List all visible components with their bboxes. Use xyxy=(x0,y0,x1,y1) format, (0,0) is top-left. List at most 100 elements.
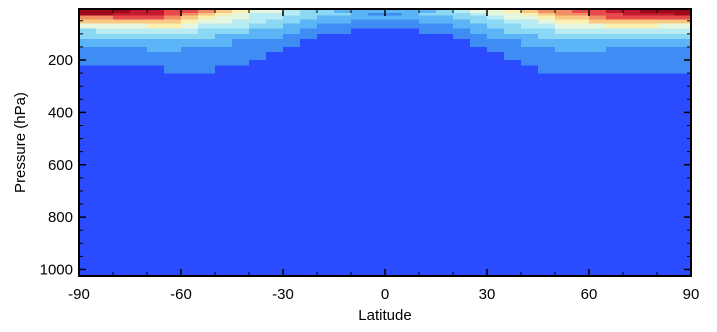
x-tick-label: 60 xyxy=(581,286,598,303)
heatmap-cell xyxy=(504,28,522,35)
heatmap-cell xyxy=(249,23,267,30)
heatmap-cell xyxy=(266,9,284,14)
heatmap-cell xyxy=(555,23,573,30)
heatmap-cell xyxy=(266,12,284,17)
heatmap-cell xyxy=(351,39,369,48)
x-tick-label: -30 xyxy=(272,286,294,303)
heatmap-cell xyxy=(606,39,624,48)
heatmap-cell xyxy=(317,65,335,74)
heatmap-cell xyxy=(572,39,590,48)
heatmap-cell xyxy=(589,15,607,21)
heatmap-cell xyxy=(589,33,607,40)
heatmap-cell xyxy=(300,23,318,30)
heatmap-cell xyxy=(572,19,590,24)
heatmap-cell xyxy=(283,19,301,24)
heatmap-cell xyxy=(572,12,590,17)
heatmap-cell xyxy=(623,9,641,14)
heatmap-cell xyxy=(215,52,233,61)
heatmap-cell xyxy=(351,28,369,35)
heatmap-cell xyxy=(640,12,658,17)
heatmap-cell xyxy=(300,52,318,61)
heatmap-cell xyxy=(657,19,675,24)
heatmap-cell xyxy=(181,12,199,17)
heatmap-cell xyxy=(96,23,114,30)
heatmap-cell xyxy=(538,65,556,74)
heatmap-cell xyxy=(657,46,675,53)
heatmap-cell xyxy=(521,46,539,53)
heatmap-cell xyxy=(521,12,539,17)
heatmap-cell xyxy=(232,15,250,21)
heatmap-cell xyxy=(266,52,284,61)
heatmap-cell xyxy=(198,23,216,30)
heatmap-cell xyxy=(606,19,624,24)
heatmap-cell xyxy=(436,52,454,61)
heatmap-cell xyxy=(181,9,199,14)
heatmap-cell xyxy=(402,23,420,30)
heatmap-cell xyxy=(538,60,556,66)
x-axis-title: Latitude xyxy=(358,307,411,324)
heatmap-cell xyxy=(317,19,335,24)
heatmap-cell xyxy=(436,39,454,48)
heatmap-cell xyxy=(385,15,403,21)
heatmap-cell xyxy=(640,60,658,66)
heatmap-cell xyxy=(640,28,658,35)
heatmap-cell xyxy=(113,9,131,14)
heatmap-cell xyxy=(317,52,335,61)
heatmap-cell xyxy=(538,46,556,53)
heatmap-cell xyxy=(164,28,182,35)
heatmap-cell xyxy=(334,52,352,61)
heatmap-cell xyxy=(96,60,114,66)
heatmap-cell xyxy=(385,28,403,35)
heatmap-cell xyxy=(504,23,522,30)
heatmap-cell xyxy=(181,23,199,30)
heatmap-cell xyxy=(181,28,199,35)
heatmap-cell xyxy=(487,15,505,21)
heatmap-cell xyxy=(283,52,301,61)
heatmap-cell xyxy=(470,23,488,30)
heatmap-cell xyxy=(470,60,488,66)
heatmap-cell xyxy=(181,33,199,40)
heatmap-cell xyxy=(351,9,369,14)
heatmap-cell xyxy=(317,15,335,21)
heatmap-cell xyxy=(470,28,488,35)
heatmap-cell xyxy=(385,9,403,14)
heatmap-cell xyxy=(283,23,301,30)
heatmap-cell xyxy=(385,65,403,74)
heatmap-cell xyxy=(470,33,488,40)
heatmap-cell xyxy=(198,52,216,61)
heatmap-cell xyxy=(589,23,607,30)
x-tick-label: 30 xyxy=(479,286,496,303)
heatmap-cell xyxy=(521,39,539,48)
heatmap-cell xyxy=(249,65,267,74)
heatmap-cell xyxy=(487,33,505,40)
heatmap-cell xyxy=(436,23,454,30)
heatmap-cell xyxy=(164,65,182,74)
heatmap-cell xyxy=(317,9,335,14)
heatmap-cell xyxy=(606,15,624,21)
heatmap-cell xyxy=(164,60,182,66)
heatmap-cell xyxy=(504,19,522,24)
heatmap-cell xyxy=(674,19,692,24)
heatmap-cell xyxy=(198,15,216,21)
heatmap-cell xyxy=(657,15,675,21)
heatmap-cell xyxy=(538,39,556,48)
heatmap-cell xyxy=(232,65,250,74)
heatmap-cell xyxy=(96,52,114,61)
heatmap-cell xyxy=(266,19,284,24)
heatmap-cell xyxy=(538,9,556,14)
heatmap-cell xyxy=(555,46,573,53)
heatmap-cell xyxy=(385,12,403,17)
heatmap-cell xyxy=(164,46,182,53)
heatmap-cell xyxy=(538,12,556,17)
heatmap-cell xyxy=(113,28,131,35)
heatmap-cell xyxy=(198,39,216,48)
heatmap-cell xyxy=(538,52,556,61)
heatmap-cell xyxy=(419,12,437,17)
heatmap-cell xyxy=(79,19,97,24)
heatmap-cell xyxy=(623,46,641,53)
heatmap-cell xyxy=(351,52,369,61)
y-tick-label: 400 xyxy=(48,104,73,121)
heatmap-cell xyxy=(606,52,624,61)
heatmap-cell xyxy=(657,60,675,66)
